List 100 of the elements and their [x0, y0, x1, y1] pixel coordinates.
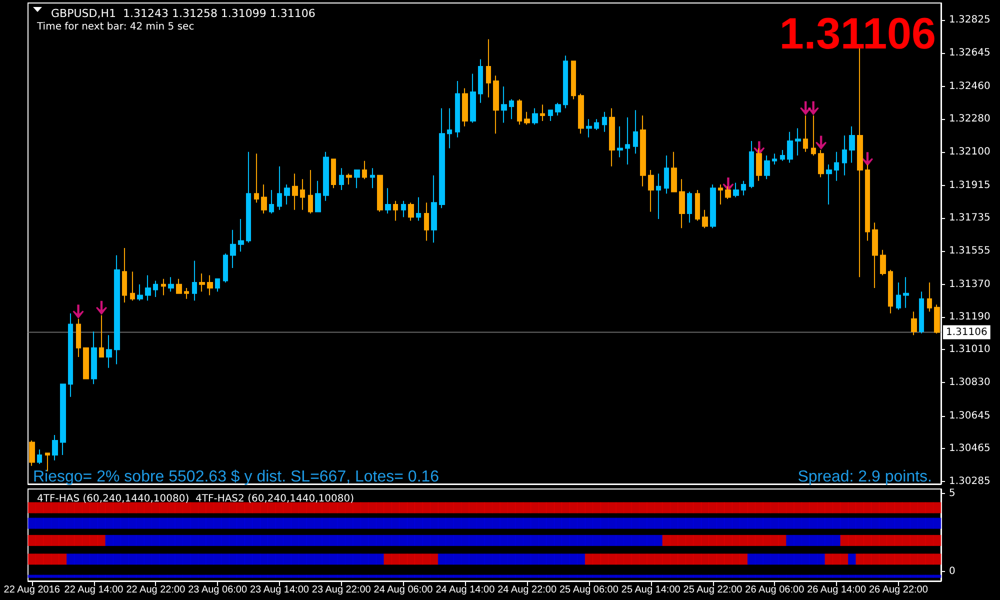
- candlestick: [896, 282, 901, 310]
- y-tick-label: 1.31735: [949, 212, 990, 224]
- candlestick: [261, 184, 267, 214]
- candlestick: [246, 151, 251, 244]
- annotation: Spread: 2.9 points.: [798, 468, 932, 486]
- candlestick: [83, 347, 89, 380]
- y-tick-label: 5: [949, 488, 956, 500]
- candlestick: [168, 276, 174, 292]
- candlestick: [919, 291, 924, 334]
- candlestick: [540, 104, 545, 122]
- candlestick: [292, 173, 298, 210]
- x-tick-label: 24 Aug 14:00: [436, 584, 496, 596]
- y-tick-label: 0: [949, 566, 956, 578]
- candlestick: [339, 168, 344, 190]
- candlestick: [308, 169, 313, 214]
- y-tick-label: 1.31010: [949, 344, 990, 356]
- candlestick: [346, 173, 352, 186]
- candlestick: [385, 188, 391, 214]
- candlestick: [648, 169, 654, 212]
- candlestick: [865, 164, 870, 242]
- candlestick: [269, 189, 274, 214]
- point: [816, 136, 827, 150]
- x-tick-label: 22 Aug 22:00: [126, 584, 186, 596]
- x-tick-label: 22 Aug 14:00: [64, 584, 124, 596]
- candlestick: [215, 278, 220, 292]
- y-tick-label: 1.32825: [949, 14, 990, 26]
- candlestick: [455, 80, 460, 138]
- candlestick: [176, 278, 182, 294]
- candlestick: [880, 249, 886, 276]
- y-tick-label: 1.30285: [949, 476, 990, 487]
- candlestick: [284, 184, 290, 205]
- annotation: 1.31106: [779, 10, 936, 58]
- candlestick: [594, 118, 599, 131]
- text: 4TF-HAS (60,240,1440,10080) 4TF-HAS2 (60,240,1440,10080): [37, 494, 354, 504]
- candlestick: [741, 180, 746, 196]
- candlestick: [37, 449, 42, 465]
- candlestick: [524, 111, 530, 126]
- y-tick-label: 1.31915: [949, 180, 990, 191]
- candlestick: [300, 178, 305, 210]
- y-tick-label: 1.30830: [949, 376, 990, 388]
- candlestick: [571, 60, 576, 100]
- candlestick: [671, 151, 677, 192]
- x-tick-label: 26 Aug 06:00: [745, 584, 805, 596]
- x-tick-label: 22 Aug 2016: [4, 584, 60, 596]
- candlestick: [52, 434, 58, 461]
- candlestick: [238, 218, 244, 252]
- x-tick-label: 23 Aug 06:00: [188, 584, 248, 596]
- candlestick: [230, 229, 236, 269]
- candlestick: [99, 314, 104, 358]
- x-tick-label: 25 Aug 06:00: [559, 584, 619, 596]
- x-tick-label: 25 Aug 14:00: [621, 584, 681, 596]
- ref-line-label: 1.31106: [946, 326, 988, 338]
- x-tick-label: 24 Aug 06:00: [374, 584, 434, 596]
- candlestick: [517, 98, 522, 126]
- candlestick: [106, 334, 112, 368]
- x-tick-label: 25 Aug 22:00: [683, 584, 743, 596]
- candlestick: [780, 150, 785, 162]
- y-tick-label: 1.32645: [949, 47, 990, 58]
- candlestick: [277, 166, 282, 210]
- candlestick: [68, 312, 73, 398]
- candlestick: [354, 169, 360, 189]
- y-tick-label: 1.32100: [949, 146, 990, 158]
- candlestick: [29, 440, 35, 466]
- y-tick-label: 1.31370: [949, 278, 990, 290]
- candlestick: [811, 115, 816, 156]
- candlestick: [602, 111, 607, 132]
- candlestick: [640, 115, 646, 187]
- candlestick: [609, 108, 615, 167]
- candlestick: [555, 102, 561, 116]
- candlestick: [756, 148, 762, 182]
- candlestick: [826, 164, 832, 205]
- candlestick: [888, 269, 893, 314]
- candlestick: [903, 276, 909, 308]
- candlestick: [362, 160, 367, 180]
- candlestick: [749, 140, 754, 189]
- candlestick: [617, 126, 623, 158]
- candlestick: [834, 151, 839, 182]
- candlestick: [60, 384, 66, 456]
- candlestick: [842, 135, 847, 176]
- candlestick: [416, 196, 421, 222]
- candlestick: [153, 280, 158, 298]
- y-tick-label: 1.32280: [949, 114, 990, 125]
- candlestick: [161, 278, 166, 296]
- candlestick: [447, 108, 452, 149]
- candlestick: [578, 93, 584, 134]
- candlestick: [818, 150, 824, 178]
- chart-title: GBPUSD,H1 1.31243 1.31258 1.31099 1.31106: [51, 7, 316, 20]
- candlestick: [548, 110, 553, 122]
- candlestick: [803, 115, 808, 152]
- candlestick: [656, 173, 661, 220]
- candlestick: [687, 191, 692, 224]
- candlestick: [911, 311, 917, 336]
- candlestick: [787, 131, 793, 164]
- candlestick: [725, 186, 731, 200]
- candlestick: [331, 158, 336, 189]
- point: [808, 101, 819, 116]
- candlestick: [439, 108, 445, 209]
- candlestick: [223, 252, 228, 284]
- candlestick: [927, 282, 932, 312]
- candlestick: [764, 154, 770, 180]
